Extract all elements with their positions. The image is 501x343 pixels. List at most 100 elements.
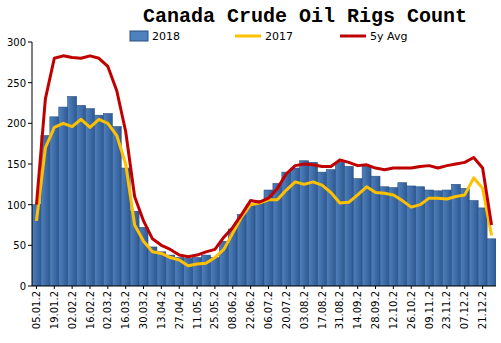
bar xyxy=(86,109,95,286)
x-tick xyxy=(322,286,323,289)
x-tick-label: 31.08.2 xyxy=(334,291,345,329)
bar xyxy=(407,186,416,286)
y-tick xyxy=(28,245,32,246)
x-tick xyxy=(143,286,144,289)
x-tick xyxy=(357,286,358,289)
bar xyxy=(103,114,112,286)
x-tick xyxy=(411,286,412,289)
y-tick-label: 250 xyxy=(7,78,26,89)
bar xyxy=(487,239,496,286)
x-tick xyxy=(304,286,305,289)
y-tick-label: 150 xyxy=(7,159,26,170)
bar xyxy=(344,166,353,286)
bar xyxy=(326,170,335,286)
x-tick-label: 14.09.2 xyxy=(352,291,363,329)
y-tick xyxy=(28,123,32,124)
x-tick xyxy=(161,286,162,289)
x-tick-label: 19.01.2 xyxy=(49,291,60,329)
bar xyxy=(478,208,487,286)
x-tick-label: 07.12.2 xyxy=(459,291,470,329)
line xyxy=(36,119,491,265)
x-tick-label: 12.10.2 xyxy=(388,291,399,329)
y-tick-label: 100 xyxy=(7,200,26,211)
bar xyxy=(193,258,202,286)
x-tick xyxy=(197,286,198,289)
x-tick-label: 09.11.2 xyxy=(424,291,435,329)
x-tick xyxy=(375,286,376,289)
line xyxy=(36,56,491,257)
bar xyxy=(210,258,219,286)
x-tick xyxy=(393,286,394,289)
y-tick xyxy=(28,286,32,287)
x-tick xyxy=(125,286,126,289)
x-tick xyxy=(268,286,269,289)
x-tick-label: 22.06.2 xyxy=(245,291,256,329)
bar xyxy=(264,190,273,286)
bar xyxy=(362,166,371,286)
bar xyxy=(77,105,86,286)
bar xyxy=(460,188,469,286)
x-tick-label: 25.05.2 xyxy=(209,291,220,329)
bar xyxy=(335,162,344,286)
x-tick-label: 06.07.2 xyxy=(263,291,274,329)
chart: Canada Crude Oil Rigs Count 0 50 100 150 200 2… xyxy=(0,0,501,343)
x-tick xyxy=(232,286,233,289)
y-tick xyxy=(28,82,32,83)
x-tick xyxy=(339,286,340,289)
x-tick-label: 16.03.2 xyxy=(120,291,131,329)
bar xyxy=(255,201,264,286)
bar xyxy=(425,190,434,286)
legend-swatch xyxy=(130,31,148,41)
x-tick xyxy=(250,286,251,289)
bar xyxy=(157,252,166,286)
x-tick-label: 16.02.2 xyxy=(85,291,96,329)
x-tick-label: 03.08.2 xyxy=(299,291,310,329)
y-tick-label: 50 xyxy=(13,240,26,251)
x-tick xyxy=(36,286,37,289)
x-tick-label: 20.07.2 xyxy=(281,291,292,329)
bar xyxy=(94,115,103,286)
legend-label: 5y Avg xyxy=(370,30,407,43)
bar xyxy=(50,117,59,286)
x-tick-label: 11.05.2 xyxy=(192,291,203,329)
bar xyxy=(389,188,398,286)
legend-swatch xyxy=(340,35,366,38)
x-tick-label: 05.01.2 xyxy=(31,291,42,329)
y-tick xyxy=(28,42,32,43)
x-axis xyxy=(32,286,496,287)
legend-label: 2018 xyxy=(152,30,180,43)
bar xyxy=(434,191,443,286)
x-tick xyxy=(107,286,108,289)
x-tick xyxy=(90,286,91,289)
y-tick-label: 300 xyxy=(7,37,26,48)
x-tick xyxy=(72,286,73,289)
x-tick-label: 26.10.2 xyxy=(406,291,417,329)
x-tick-label: 27.04.2 xyxy=(174,291,185,329)
x-tick xyxy=(464,286,465,289)
bar xyxy=(442,190,451,286)
y-tick xyxy=(28,164,32,165)
x-tick-label: 21.12.2 xyxy=(477,291,488,329)
x-tick xyxy=(482,286,483,289)
y-tick-label: 0 xyxy=(20,281,26,292)
x-tick-label: 02.02.2 xyxy=(67,291,78,329)
y-tick-label: 200 xyxy=(7,118,26,129)
y-tick xyxy=(28,204,32,205)
x-tick xyxy=(179,286,180,289)
title: Canada Crude Oil Rigs Count xyxy=(143,5,467,28)
bar xyxy=(246,205,255,286)
x-tick-label: 23.11.2 xyxy=(441,291,452,329)
x-tick xyxy=(54,286,55,289)
legend-label: 2017 xyxy=(265,30,293,43)
bar xyxy=(59,107,68,286)
x-tick-label: 02.03.2 xyxy=(102,291,113,329)
x-tick-label: 13.04.2 xyxy=(156,291,167,329)
x-tick xyxy=(429,286,430,289)
x-tick xyxy=(214,286,215,289)
bar xyxy=(469,201,478,286)
bar xyxy=(300,161,309,286)
bar xyxy=(380,187,389,286)
x-tick-label: 28.09.2 xyxy=(370,291,381,329)
x-tick xyxy=(286,286,287,289)
x-tick-label: 08.06.2 xyxy=(227,291,238,329)
